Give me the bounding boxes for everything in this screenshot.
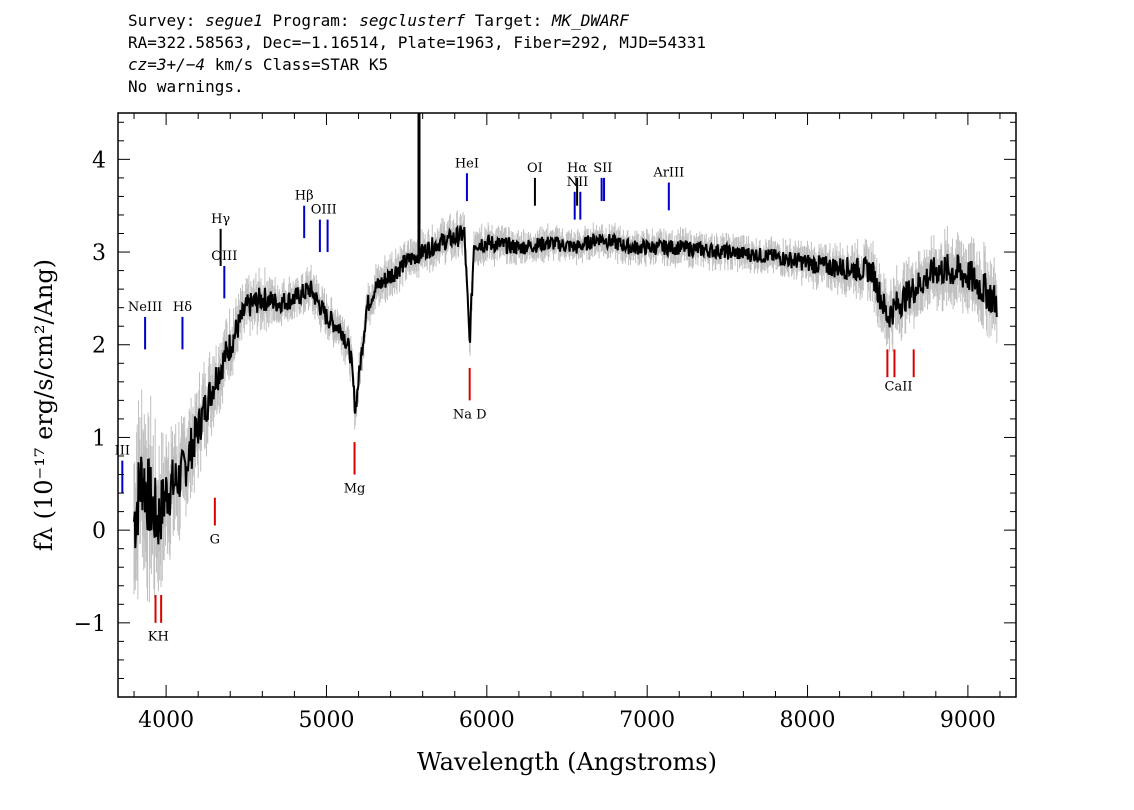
survey-label: Survey: bbox=[128, 11, 206, 30]
x-tick-label: 6000 bbox=[459, 708, 515, 733]
flux-series bbox=[133, 113, 998, 549]
emission-label: Hβ bbox=[295, 189, 314, 204]
y-axis-label: fλ (10⁻¹⁷ erg/s/cm²/Ang) bbox=[30, 259, 58, 551]
emission-label: OIII bbox=[311, 203, 337, 218]
header-line-2: RA=322.58563, Dec=−1.16514, Plate=1963, … bbox=[128, 33, 706, 52]
absorption-label: CaII bbox=[885, 379, 913, 394]
plot-frame bbox=[117, 112, 1017, 698]
y-tick-label: 3 bbox=[92, 241, 106, 266]
emission-label: HeI bbox=[455, 156, 479, 171]
x-tick-label: 7000 bbox=[619, 708, 675, 733]
x-tick-label: 5000 bbox=[298, 708, 354, 733]
target-label: Target: bbox=[465, 11, 552, 30]
header-line-4: No warnings. bbox=[128, 77, 244, 96]
absorption-label: Na D bbox=[453, 407, 487, 422]
absorption-label: Mg bbox=[344, 481, 366, 496]
absorption-label: G bbox=[210, 532, 220, 547]
x-axis-label: Wavelength (Angstroms) bbox=[417, 748, 717, 776]
program-label: Program: bbox=[262, 11, 360, 30]
header-line-1: Survey: segue1 Program: segclusterf Targ… bbox=[128, 10, 706, 32]
survey-value: segue1 bbox=[205, 11, 263, 30]
class-label: km/s Class=STAR K5 bbox=[205, 55, 389, 74]
flux-line bbox=[133, 224, 998, 549]
emission-label: OIII bbox=[211, 249, 237, 264]
program-value: segclusterf bbox=[359, 11, 466, 30]
spectral-line-markers: NeIIIHδHγOIIIHβOIIIHeIOINIIHαSIIArIIIIII… bbox=[115, 156, 915, 645]
emission-label: ArIII bbox=[652, 166, 684, 181]
y-tick-label: 4 bbox=[92, 148, 106, 173]
x-tick-label: 8000 bbox=[780, 708, 836, 733]
target-value: MK_DWARF bbox=[551, 11, 629, 30]
x-tick-label: 4000 bbox=[138, 708, 194, 733]
y-tick-label: 2 bbox=[92, 334, 106, 359]
x-tick-label: 9000 bbox=[940, 708, 996, 733]
x-axis-ticks: 4000 5000 6000 7000 8000 9000 bbox=[133, 113, 1001, 733]
emission-label: OI bbox=[527, 161, 543, 176]
y-tick-label: 1 bbox=[92, 426, 106, 451]
y-axis-ticks: −1 0 1 2 3 4 bbox=[74, 121, 1016, 679]
spectrum-header: Survey: segue1 Program: segclusterf Targ… bbox=[128, 10, 706, 98]
y-tick-label: 0 bbox=[92, 519, 106, 544]
absorption-label: KH bbox=[148, 630, 169, 645]
emission-label: NeIII bbox=[128, 300, 162, 315]
emission-label: SII bbox=[593, 161, 612, 176]
emission-label: Hα bbox=[567, 161, 587, 176]
emission-label: Hγ bbox=[211, 212, 230, 227]
y-tick-label: −1 bbox=[74, 612, 106, 637]
header-line-3: cz=3+/−4 km/s Class=STAR K5 bbox=[128, 54, 706, 76]
redshift-label: cz=3+/−4 bbox=[128, 55, 206, 74]
emission-label: Hδ bbox=[173, 300, 192, 315]
